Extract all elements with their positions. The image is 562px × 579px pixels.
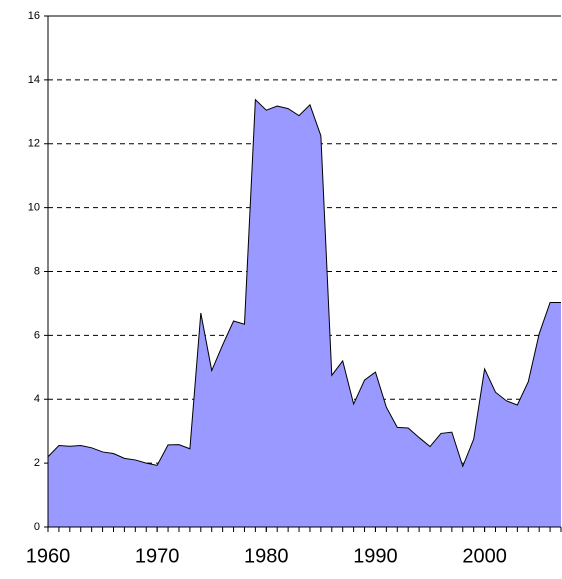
x-tick-label: 1970 <box>135 545 180 567</box>
y-tick-label: 8 <box>34 265 40 277</box>
x-tick-label: 2000 <box>462 545 507 567</box>
area <box>48 99 561 528</box>
y-tick-label: 0 <box>34 521 40 533</box>
x-tick-label: 1960 <box>26 545 71 567</box>
y-tick-label: 2 <box>34 457 40 469</box>
x-tick-label: 1980 <box>244 545 289 567</box>
y-tick-label: 10 <box>28 202 40 214</box>
y-tick-label: 6 <box>34 329 40 341</box>
x-tick-label: 1990 <box>353 545 398 567</box>
y-tick-label: 4 <box>34 393 40 405</box>
y-tick-label: 16 <box>28 10 40 22</box>
y-tick-label: 12 <box>28 138 40 150</box>
area-outline <box>47 98 561 468</box>
y-tick-label: 14 <box>28 74 40 86</box>
